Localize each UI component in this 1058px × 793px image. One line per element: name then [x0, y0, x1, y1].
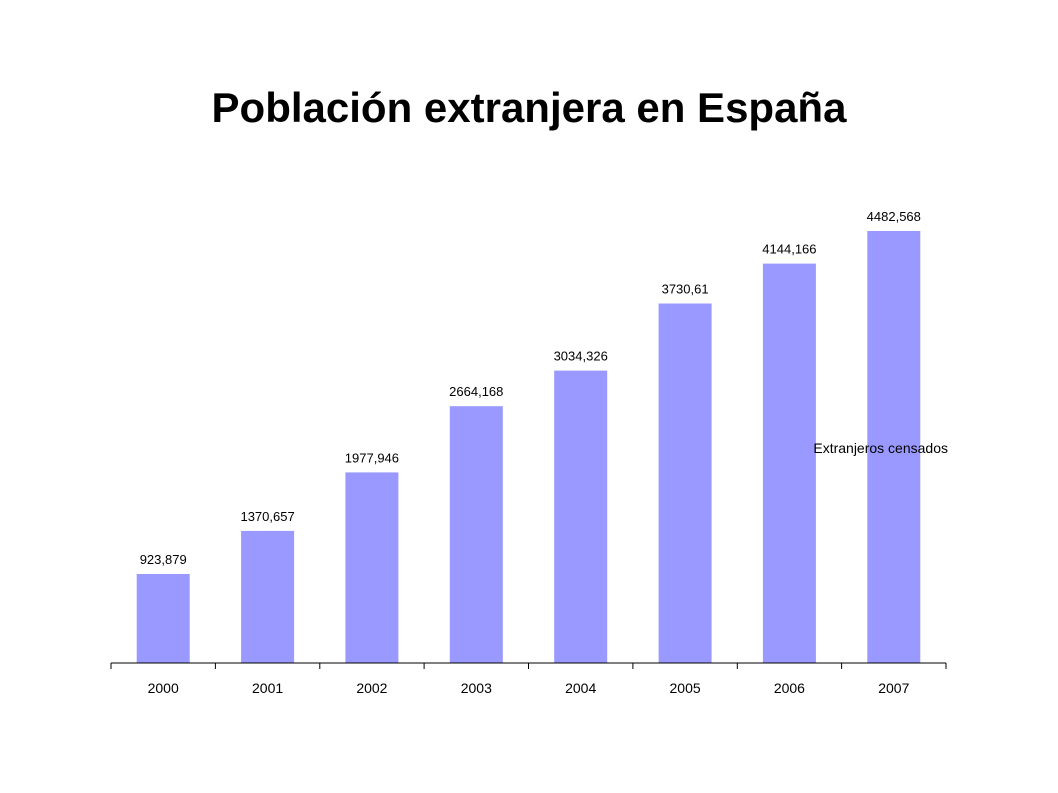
data-label-2000: 923,879 — [140, 552, 187, 567]
data-label-2003: 2664,168 — [449, 384, 503, 399]
bar-2007 — [867, 231, 921, 663]
x-tick-label-2003: 2003 — [461, 680, 492, 696]
data-label-2001: 1370,657 — [240, 509, 294, 524]
bar-2002 — [345, 472, 399, 663]
bar-2000 — [136, 574, 190, 663]
bar-2004 — [554, 370, 608, 663]
data-labels: 923,879 1370,657 1977,946 2664,168 3034,326 3… — [140, 209, 921, 567]
x-axis: 2000 2001 2002 2003 2004 2005 2006 2007 — [110, 662, 947, 696]
data-label-2005: 3730,61 — [662, 282, 709, 297]
x-tick-label-2005: 2005 — [670, 680, 701, 696]
bar-2005 — [658, 303, 712, 663]
data-label-2002: 1977,946 — [345, 450, 399, 465]
bar-2001 — [241, 530, 295, 663]
x-tick-label-2001: 2001 — [252, 680, 283, 696]
data-label-2004: 3034,326 — [554, 349, 608, 364]
x-tick-label-2007: 2007 — [878, 680, 909, 696]
bar-2003 — [449, 406, 503, 663]
x-tick-label-2004: 2004 — [565, 680, 596, 696]
x-tick-label-2006: 2006 — [774, 680, 805, 696]
legend-label: Extranjeros censados — [813, 440, 948, 456]
x-tick-label-2000: 2000 — [148, 680, 179, 696]
x-tick-label-2002: 2002 — [356, 680, 387, 696]
bar-2006 — [762, 263, 816, 663]
chart-title: Población extranjera en España — [211, 84, 847, 131]
bars-layer — [136, 231, 921, 663]
data-label-2006: 4144,166 — [762, 242, 816, 257]
data-label-2007: 4482,568 — [867, 209, 921, 224]
